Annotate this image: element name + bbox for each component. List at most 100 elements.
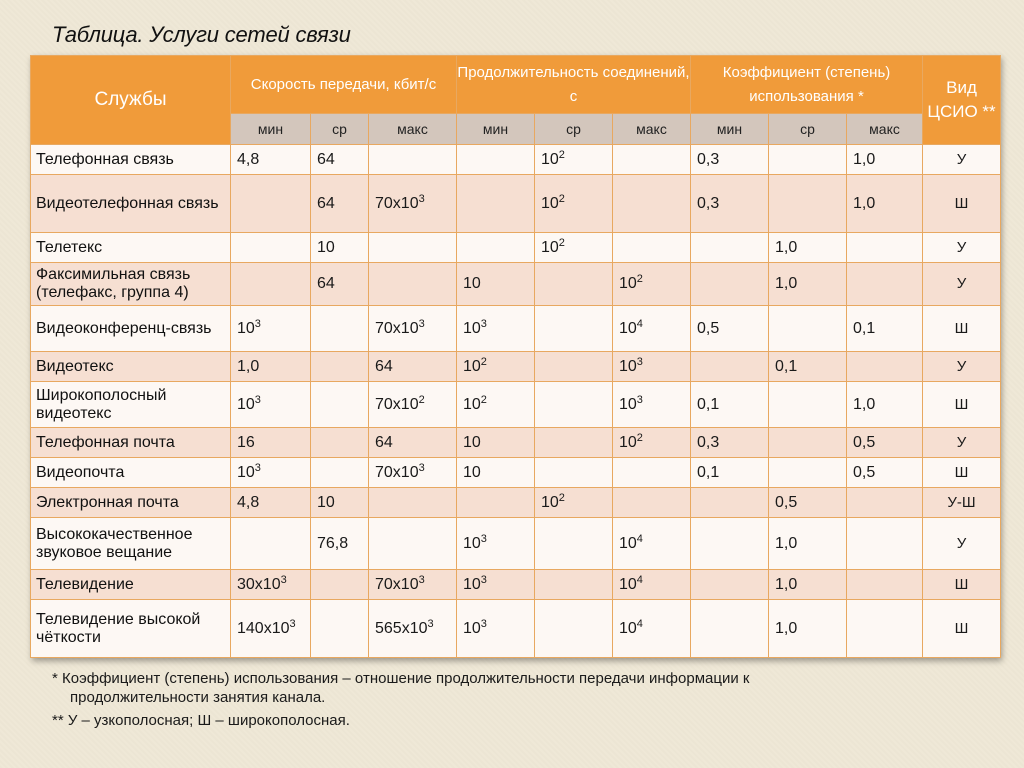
value-cell xyxy=(612,457,691,488)
table-row: Телетекс 10 102 1,0 У xyxy=(30,232,1002,263)
value-cell: 104 xyxy=(612,569,691,600)
value-exponent: 2 xyxy=(558,491,565,504)
value-base: 1,0 xyxy=(775,275,798,292)
value-base: 16 xyxy=(237,433,255,451)
value-cell xyxy=(456,174,535,233)
value-base: 10 xyxy=(619,395,637,413)
value-cell: 64 xyxy=(310,262,369,306)
value-base: 10 xyxy=(619,357,637,375)
value-base: 10 xyxy=(619,275,637,292)
value-base: 10 xyxy=(463,433,481,451)
services-table-body: Телефонная связь 4,8 64 102 0,3 1,0 У Видеотеле… xyxy=(30,144,1002,658)
service-name-cell: Видеотелефонная связь xyxy=(30,174,231,233)
value-cell xyxy=(534,351,613,382)
value-cell: 1,0 xyxy=(768,262,847,306)
value-base: 10 xyxy=(463,575,481,593)
value-cell xyxy=(534,262,613,306)
value-cell xyxy=(690,232,769,263)
value-cell: 16 xyxy=(230,427,311,458)
value-base: 0,1 xyxy=(775,357,798,375)
table-row: Видеотелефонная связь 64 70х103 102 0,3 1,0 Ш xyxy=(30,174,1002,233)
value-base: 0,1 xyxy=(697,395,720,413)
csio-type-cell: У xyxy=(922,144,1002,175)
value-cell: 1,0 xyxy=(845,381,924,428)
csio-type-cell: У xyxy=(922,427,1002,458)
value-cell xyxy=(310,305,369,352)
value-cell: 0,1 xyxy=(845,305,924,352)
value-cell xyxy=(768,381,847,428)
value-base: 10 xyxy=(619,433,637,451)
value-base: 10 xyxy=(541,150,559,168)
value-cell xyxy=(534,427,613,458)
csio-type-cell: У xyxy=(922,232,1002,263)
value-cell: 103 xyxy=(456,569,535,600)
value-base: 1,0 xyxy=(775,575,798,593)
value-cell xyxy=(368,232,457,263)
value-base: 70х10 xyxy=(375,395,419,413)
value-cell: 1,0 xyxy=(768,599,847,658)
csio-type-cell: Ш xyxy=(922,174,1002,233)
value-cell: 102 xyxy=(534,174,613,233)
value-cell xyxy=(534,305,613,352)
value-cell xyxy=(368,487,457,518)
value-base: 10 xyxy=(619,575,637,593)
services-table-container: Службы Скорость передачи, кбит/с Продолж… xyxy=(30,55,1002,658)
value-exponent: 2 xyxy=(558,236,565,249)
value-exponent: 3 xyxy=(254,461,261,474)
value-cell xyxy=(845,351,924,382)
value-cell xyxy=(230,174,311,233)
value-cell: 103 xyxy=(230,381,311,428)
subheader-min: мин xyxy=(230,113,311,145)
value-cell: 103 xyxy=(456,517,535,570)
value-base: 4,8 xyxy=(237,493,260,511)
value-base: 10 xyxy=(237,319,255,337)
value-base: 64 xyxy=(375,433,393,451)
value-cell xyxy=(534,457,613,488)
value-exponent: 4 xyxy=(636,617,643,630)
value-base: 64 xyxy=(317,150,335,168)
csio-type-cell: Ш xyxy=(922,305,1002,352)
value-exponent: 2 xyxy=(480,355,487,368)
value-base: 76,8 xyxy=(317,534,349,552)
value-cell: 0,1 xyxy=(690,381,769,428)
subheader-min: мин xyxy=(690,113,769,145)
value-cell: 1,0 xyxy=(845,174,924,233)
value-cell xyxy=(534,517,613,570)
value-cell: 64 xyxy=(368,351,457,382)
value-exponent: 2 xyxy=(636,431,643,444)
value-cell xyxy=(612,232,691,263)
value-cell: 1,0 xyxy=(845,144,924,175)
value-base: 10 xyxy=(541,194,559,212)
value-cell: 10 xyxy=(456,427,535,458)
value-base: 64 xyxy=(317,275,335,292)
value-cell: 103 xyxy=(456,305,535,352)
value-cell xyxy=(368,517,457,570)
page-title: Таблица. Услуги сетей связи xyxy=(52,22,351,47)
value-base: 1,0 xyxy=(775,619,798,637)
csio-type-cell: У xyxy=(922,351,1002,382)
value-base: 1,0 xyxy=(237,357,260,375)
value-cell xyxy=(768,305,847,352)
value-cell xyxy=(690,517,769,570)
value-cell: 0,1 xyxy=(690,457,769,488)
footnote-csio: ** У – узкополосная; Ш – широкополосная. xyxy=(52,712,350,729)
value-cell: 10 xyxy=(310,487,369,518)
value-cell: 70х103 xyxy=(368,174,457,233)
value-cell xyxy=(690,599,769,658)
value-base: 0,5 xyxy=(853,433,876,451)
value-cell xyxy=(310,569,369,600)
value-base: 10 xyxy=(619,619,637,637)
value-base: 30х10 xyxy=(237,575,281,593)
value-base: 10 xyxy=(619,319,637,337)
value-cell: 0,5 xyxy=(845,427,924,458)
service-name-cell: Видеотекс xyxy=(30,351,231,382)
value-base: 10 xyxy=(463,395,481,413)
value-cell xyxy=(845,569,924,600)
value-exponent: 3 xyxy=(418,317,425,330)
value-cell: 76,8 xyxy=(310,517,369,570)
value-cell xyxy=(310,599,369,658)
value-exponent: 3 xyxy=(636,355,643,368)
value-cell: 102 xyxy=(456,381,535,428)
value-cell: 104 xyxy=(612,599,691,658)
value-cell: 64 xyxy=(310,144,369,175)
